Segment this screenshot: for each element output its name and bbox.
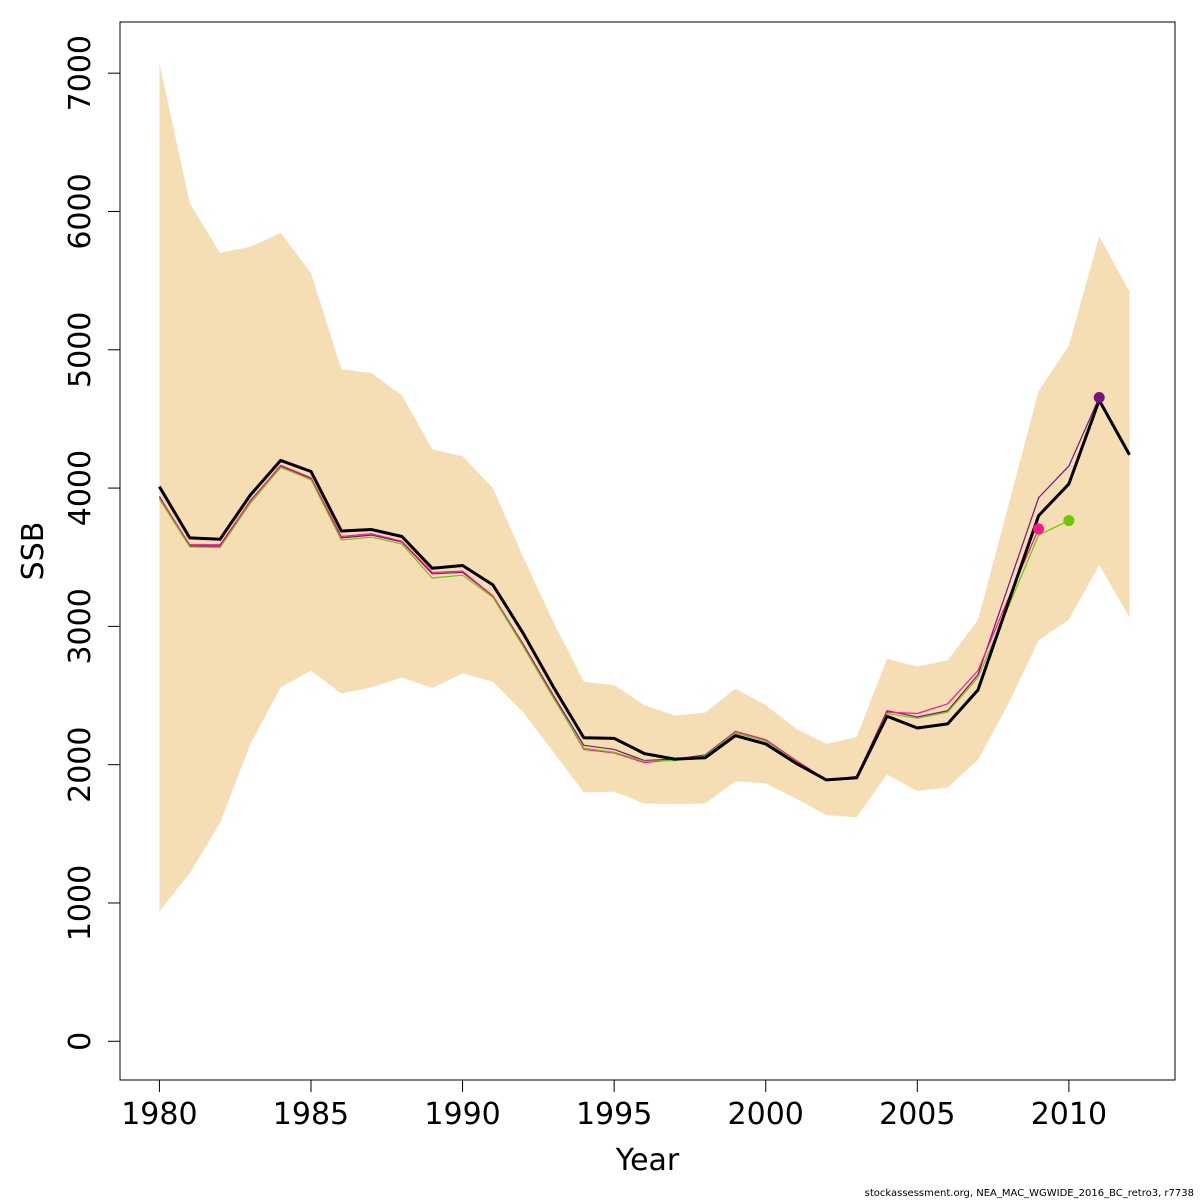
retro-peel-line-2 <box>158 466 1070 782</box>
x-tick-label: 2005 <box>879 1097 955 1132</box>
y-tick-label: 3000 <box>63 588 98 664</box>
y-tick-label: 5000 <box>63 312 98 388</box>
y-axis: 0 1000 2000 3000 4000 5000 6000 7000 <box>63 35 121 1051</box>
y-axis-title: SSB <box>16 522 51 581</box>
y-tick-label: 1000 <box>63 865 98 941</box>
x-tick-label: 1990 <box>424 1097 500 1132</box>
y-tick-label: 2000 <box>63 726 98 802</box>
retro-peel-line-1 <box>158 464 1040 781</box>
y-tick-label: 0 <box>63 1032 98 1051</box>
x-axis-title: Year <box>615 1143 680 1178</box>
end-marker-layer <box>1033 391 1105 535</box>
confidence-band-layer <box>159 63 1130 912</box>
retro-peel-end-point-2 <box>1063 515 1075 527</box>
x-tick-label: 1995 <box>576 1097 652 1132</box>
x-tick-label: 1980 <box>121 1097 197 1132</box>
retro-peel-end-point-1 <box>1033 523 1045 535</box>
y-tick-label: 4000 <box>63 450 98 526</box>
ssb-estimate-line <box>158 398 1131 782</box>
x-tick-label: 1985 <box>273 1097 349 1132</box>
y-tick-label: 7000 <box>63 35 98 111</box>
x-axis: 1980 1985 1990 1995 2000 2005 2010 <box>121 1079 1107 1132</box>
confidence-band <box>159 63 1130 912</box>
y-tick-label: 6000 <box>63 173 98 249</box>
retro-peel-end-point-0 <box>1093 391 1105 403</box>
x-tick-label: 2010 <box>1031 1097 1107 1132</box>
series-layer <box>158 397 1131 782</box>
x-tick-label: 2000 <box>728 1097 804 1132</box>
source-caption: stockassessment.org, NEA_MAC_WGWIDE_2016… <box>865 1188 1194 1199</box>
